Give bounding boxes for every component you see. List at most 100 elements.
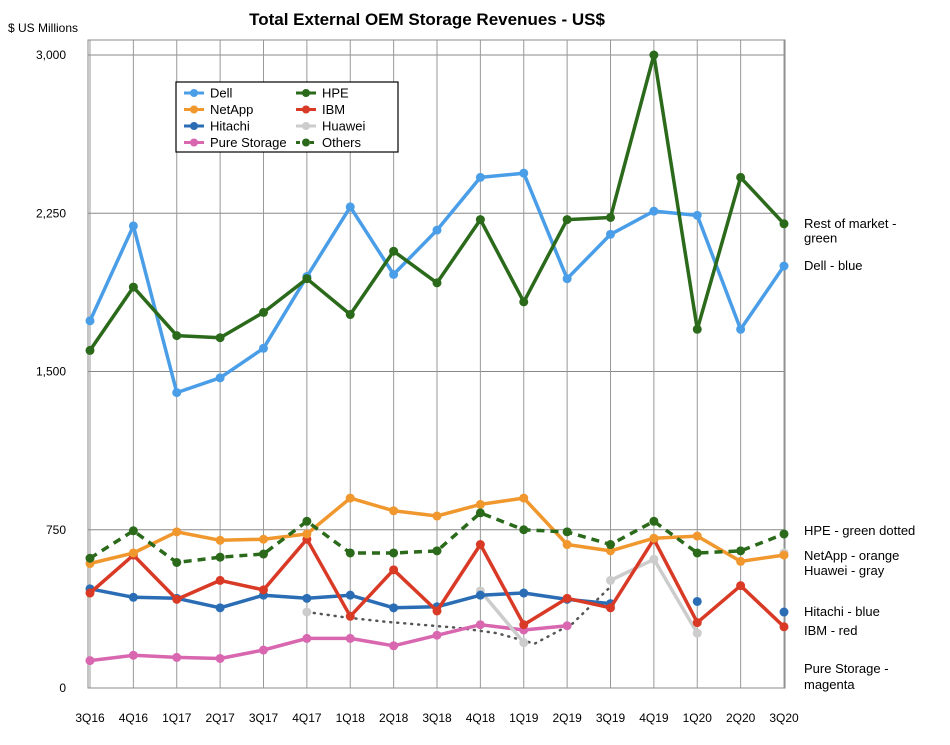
data-point-ibm: [215, 575, 225, 585]
data-point-pure-storage: [85, 656, 95, 666]
data-point-ibm: [172, 594, 182, 604]
data-point-netapp: [389, 506, 399, 516]
x-tick-label: 2Q17: [205, 711, 235, 725]
legend-marker-ibm: [302, 105, 310, 114]
data-point-hpe: [345, 310, 355, 320]
data-point-ibm: [519, 620, 529, 630]
data-point-hitachi: [215, 603, 225, 613]
data-point-dell: [259, 343, 268, 353]
y-tick-label: 0: [59, 681, 66, 695]
data-point-huawei: [519, 638, 529, 648]
data-point-dell: [475, 172, 485, 182]
data-point-netapp: [128, 548, 138, 558]
data-point-hitachi: [128, 592, 138, 602]
annotation-label: green: [804, 231, 837, 246]
data-point-dell: [562, 274, 572, 284]
data-point-others: [649, 516, 659, 526]
y-axis-unit-label: $ US Millions: [8, 21, 78, 35]
legend-box: [175, 81, 399, 153]
data-point-hpe: [128, 282, 138, 292]
data-point-hpe: [606, 212, 615, 222]
data-point-pure-storage: [562, 621, 572, 631]
y-tick-label: 2,250: [36, 206, 66, 220]
tick-labels: 0 750 1,500 2,250 3,000 3Q16 4Q16 1Q17 2Q17 3Q17 4…: [36, 48, 799, 725]
series-line-others: [89, 511, 785, 565]
series-line-huawei: [479, 589, 526, 644]
x-tick-label: 3Q18: [422, 711, 452, 725]
x-tick-label: 1Q18: [336, 711, 366, 725]
x-tick-label: 2Q18: [379, 711, 409, 725]
data-point-others: [215, 552, 225, 562]
data-point-pure-storage: [475, 620, 485, 630]
y-tick-label: 1,500: [36, 365, 66, 379]
data-point-netapp: [692, 531, 702, 541]
legend-label-others: Others: [322, 135, 362, 150]
data-point-ibm: [389, 565, 399, 575]
data-point-others: [389, 548, 399, 558]
x-tick-label: 4Q16: [119, 711, 149, 725]
data-point-dell: [692, 210, 702, 220]
x-tick-label: 2Q20: [726, 711, 756, 725]
data-point-dell: [606, 229, 615, 239]
data-point-others: [606, 540, 615, 550]
legend-label-dell: Dell: [210, 86, 233, 101]
x-tick-label: 1Q19: [509, 711, 539, 725]
x-tick-label: 1Q20: [683, 711, 713, 725]
legend-label-hpe: HPE: [322, 86, 349, 101]
data-point-hpe: [259, 307, 268, 317]
data-point-pure-storage: [215, 653, 225, 663]
data-point-ibm: [475, 540, 485, 550]
data-point-huawei: [302, 607, 312, 617]
annotation-label: Huawei - gray: [804, 563, 885, 578]
data-point-hitachi: [519, 588, 529, 598]
x-tick-label: 4Q19: [639, 711, 669, 725]
data-point-netapp: [302, 529, 312, 539]
data-point-dell: [345, 202, 355, 212]
legend-marker-hitachi: [190, 122, 198, 130]
data-point-dell: [736, 324, 746, 334]
data-point-hpe: [562, 215, 572, 225]
data-point-pure-storage: [432, 630, 442, 640]
legend-marker-others: [302, 138, 310, 147]
data-point-hpe: [475, 215, 485, 225]
data-point-hitachi: [345, 590, 355, 600]
chart-title: Total External OEM Storage Revenues - US…: [249, 10, 605, 29]
data-point-hitachi: [302, 593, 312, 603]
annotation-label: Hitachi - blue: [804, 604, 880, 619]
legend-marker-pure-storage: [190, 138, 198, 147]
annotations: Rest of market -green Dell - blue HPE - gr…: [804, 216, 915, 692]
legend-marker-dell: [190, 89, 198, 97]
data-point-hpe: [85, 345, 95, 355]
x-tick-label: 3Q19: [596, 711, 626, 725]
legend-label-pure-storage: Pure Storage: [210, 135, 287, 150]
x-tick-label: 4Q17: [292, 711, 322, 725]
data-point-dell: [432, 225, 442, 235]
series-line-pure-storage: [89, 622, 568, 663]
data-point-others: [172, 557, 182, 567]
data-point-others: [475, 508, 485, 518]
y-tick-label: 3,000: [36, 48, 66, 62]
y-tick-label: 750: [46, 523, 66, 537]
annotation-label: HPE - green dotted: [804, 523, 915, 538]
data-point-hpe: [302, 274, 312, 284]
annotation-label: magenta: [804, 677, 855, 692]
series-hpe: [85, 50, 789, 355]
legend-label-ibm: IBM: [322, 102, 345, 117]
data-point-dell: [389, 269, 399, 279]
data-point-others: [432, 546, 442, 556]
data-point-pure-storage: [128, 650, 138, 660]
data-point-others: [85, 553, 95, 563]
data-point-netapp: [736, 556, 746, 566]
annotation-label: Pure Storage -: [804, 661, 889, 676]
data-point-ibm: [606, 603, 615, 613]
data-point-hpe: [649, 50, 659, 60]
data-point-hpe: [519, 297, 529, 307]
data-point-hitachi: [389, 603, 399, 613]
data-point-netapp: [562, 540, 572, 550]
data-point-hitachi: [692, 596, 702, 606]
x-tick-label: 1Q17: [162, 711, 192, 725]
data-point-pure-storage: [345, 633, 355, 643]
series-ibm: [85, 534, 789, 632]
